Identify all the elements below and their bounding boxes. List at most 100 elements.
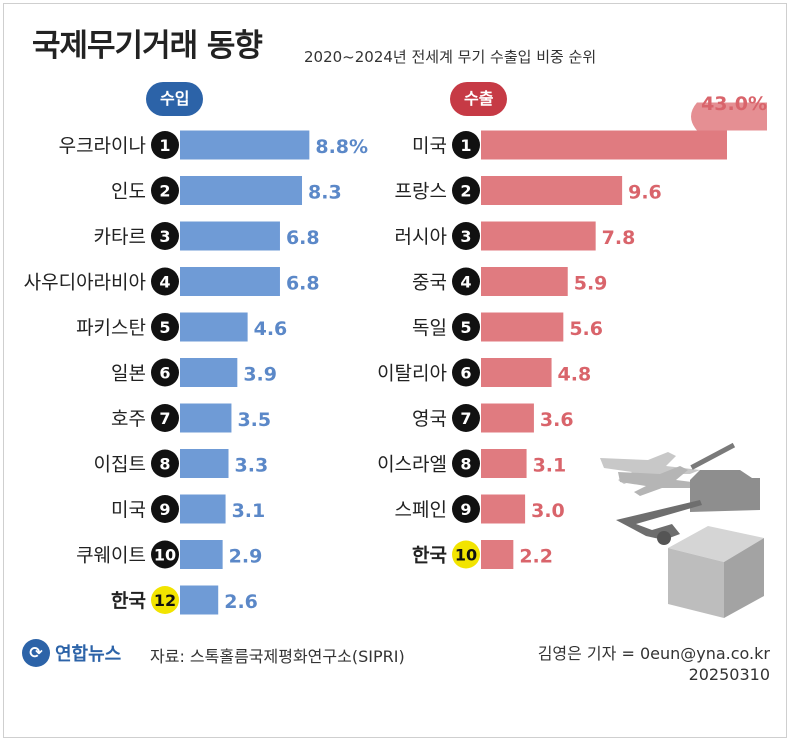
source-note: 자료: 스톡홀름국제평화연구소(SIPRI) [150, 647, 405, 666]
rank-badge [452, 540, 480, 569]
rank-number: 2 [159, 182, 170, 201]
country-label: 독일 [412, 317, 447, 339]
bar [481, 358, 552, 387]
rank-number: 9 [460, 500, 471, 519]
fighter-jet-illustration [618, 466, 708, 496]
bar [481, 494, 526, 524]
value-label: 4.6 [254, 318, 288, 340]
export-header-pill: 수출 [450, 82, 508, 116]
value-label: 43.0% [701, 93, 767, 115]
value-label: 2.9 [229, 546, 263, 568]
country-label: 일본 [111, 363, 146, 385]
publish-date: 20250310 [688, 665, 770, 684]
rank-badge [452, 449, 480, 478]
rank-number: 10 [154, 546, 176, 565]
rank-number: 12 [154, 591, 176, 610]
rank-badge [151, 222, 179, 250]
import-header-pill: 수입 [146, 82, 204, 116]
bar [481, 312, 564, 342]
bar [180, 494, 226, 524]
value-label: 8.3 [308, 182, 342, 204]
value-label: 5.9 [574, 273, 608, 295]
value-label: 3.1 [232, 500, 266, 522]
rank-badge [452, 358, 480, 387]
value-label: 7.8 [602, 227, 636, 249]
country-label: 이스라엘 [377, 454, 447, 476]
country-label: 카타르 [94, 226, 146, 248]
country-label: 쿠웨이트 [76, 545, 146, 567]
rank-badge [151, 313, 179, 341]
wheel-illustration [657, 531, 671, 545]
country-label: 이집트 [94, 454, 146, 476]
bar [481, 449, 527, 478]
bar [180, 540, 223, 569]
bar [481, 221, 596, 251]
container-front-illustration [668, 548, 724, 618]
rank-badge [452, 267, 480, 296]
country-label: 파키스탄 [76, 317, 146, 339]
reporter-credit: 김영은 기자 = 0eun@yna.co.kr [537, 644, 770, 663]
logo: ⟳ 연합뉴스 [22, 636, 121, 670]
bar [180, 221, 280, 251]
value-label: 6.8 [286, 227, 320, 249]
rank-badge [151, 449, 179, 478]
rank-number: 6 [159, 364, 170, 383]
bar [180, 312, 248, 342]
value-label: 9.6 [628, 182, 662, 204]
rank-badge [151, 586, 179, 614]
rank-badge [151, 358, 179, 387]
logo-text: 연합뉴스 [55, 644, 122, 665]
country-label: 인도 [111, 181, 146, 203]
export-chart: 미국 1 43.0% 프랑스 2 9.6 러시아 3 7.8 중국 4 5.9 독일 5 5.6 이탈리아 6 4… [377, 93, 767, 569]
rank-number: 3 [460, 227, 471, 246]
rank-number: 9 [159, 500, 170, 519]
tank-barrel-illustration [690, 442, 736, 470]
bar [481, 540, 514, 569]
rank-badge [151, 131, 179, 159]
value-label: 3.6 [540, 409, 574, 431]
rank-number: 2 [460, 182, 471, 201]
bar [180, 267, 280, 296]
rank-number: 4 [460, 273, 471, 292]
rank-badge [151, 495, 179, 523]
tank-illustration [690, 470, 760, 512]
container-side-illustration [724, 538, 764, 618]
rank-badge [452, 313, 480, 341]
rank-number: 1 [460, 136, 471, 155]
rank-number: 6 [460, 364, 471, 383]
value-label: 3.1 [533, 455, 567, 477]
value-label: 4.8 [558, 364, 592, 386]
country-label: 영국 [412, 408, 447, 430]
import-chart: 우크라이나 1 8.8% 인도 2 8.3 카타르 3 6.8 사우디아라비아 4 6.8 파키스탄 5 4… [24, 130, 368, 615]
country-label: 우크라이나 [59, 135, 146, 157]
bar [180, 449, 229, 478]
rank-number: 5 [159, 318, 170, 337]
bar [180, 585, 219, 615]
country-label: 한국 [412, 545, 447, 567]
bar [481, 130, 727, 160]
rank-badge [452, 222, 480, 250]
value-label: 5.6 [569, 318, 603, 340]
rank-badge [151, 540, 179, 569]
rank-number: 8 [159, 455, 170, 474]
rank-badge [452, 131, 480, 159]
infographic-frame: 국제무기거래 동향 2020~2024년 전세계 무기 수출입 비중 순위 [3, 3, 787, 738]
value-label: 6.8 [286, 273, 320, 295]
rank-number: 3 [159, 227, 170, 246]
bar [481, 267, 568, 296]
rank-badge [151, 176, 179, 205]
country-label: 미국 [111, 499, 146, 521]
country-label: 미국 [412, 135, 447, 157]
rank-number: 4 [159, 273, 170, 292]
artillery-illustration [616, 500, 702, 540]
value-label: 3.5 [237, 409, 271, 431]
rank-badge [452, 495, 480, 523]
value-label: 2.2 [519, 546, 553, 568]
page-subtitle: 2020~2024년 전세계 무기 수출입 비중 순위 [304, 48, 597, 66]
country-label: 스페인 [395, 499, 447, 521]
country-label: 한국 [111, 590, 146, 612]
rank-badge [452, 404, 480, 432]
country-label: 프랑스 [395, 181, 447, 203]
yonhap-logo-icon: ⟳ [22, 639, 50, 667]
rank-number: 8 [460, 455, 471, 474]
